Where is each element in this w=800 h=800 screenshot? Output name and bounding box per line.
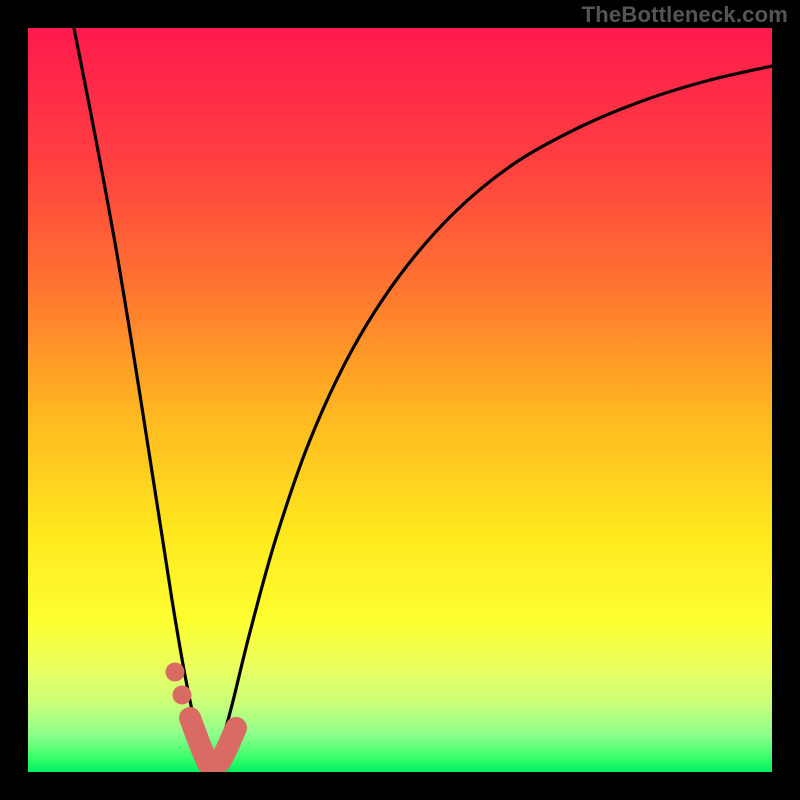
marker-dot: [166, 663, 185, 682]
marker-dot: [173, 686, 192, 705]
chart-canvas: TheBottleneck.com: [0, 0, 800, 800]
watermark-text: TheBottleneck.com: [582, 2, 788, 28]
chart-svg: [0, 0, 800, 800]
